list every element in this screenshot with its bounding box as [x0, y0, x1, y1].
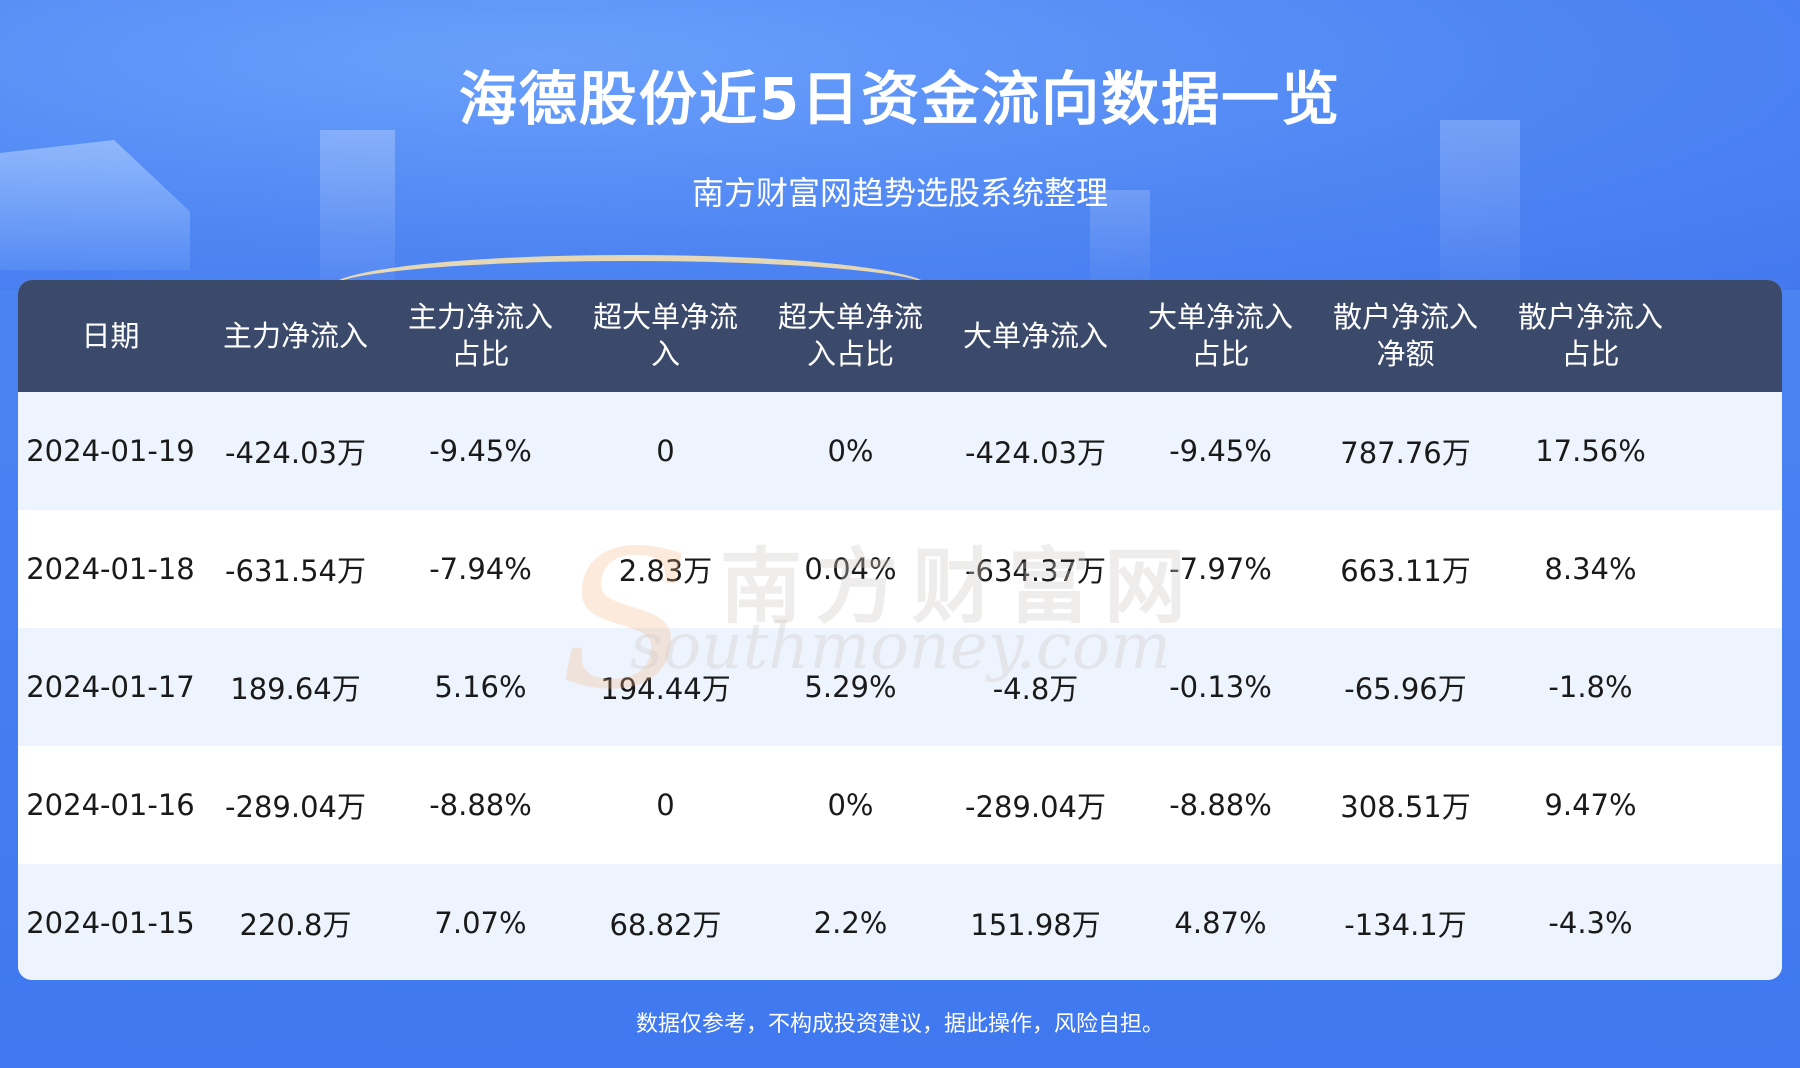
table-cell: 189.64万	[230, 672, 361, 706]
column-header-line: 大单净流入	[1147, 300, 1293, 334]
table-cell: 0%	[827, 434, 874, 468]
column-header: 散户净流入 占比	[1498, 299, 1683, 373]
column-header-line: 大单净流入	[962, 318, 1108, 353]
table-cell: 2024-01-16	[26, 788, 195, 822]
column-header: 大单净流入 占比	[1128, 299, 1313, 373]
table-cell: -289.04万	[225, 790, 366, 824]
decorative-arc	[330, 255, 930, 290]
column-header-line: 主力净流入	[222, 318, 368, 353]
table-cell: 0	[656, 788, 675, 822]
column-header-line: 占比	[451, 337, 510, 371]
page-subtitle: 南方财富网趋势选股系统整理	[691, 174, 1108, 212]
column-header-line: 占比	[1191, 337, 1250, 371]
table-cell: -7.94%	[429, 552, 532, 586]
table-cell: 2.83万	[618, 554, 713, 588]
table-cell: 308.51万	[1340, 790, 1471, 824]
table-cell: -424.03万	[965, 436, 1106, 470]
decorative-panel	[1090, 190, 1150, 290]
column-header-line: 净额	[1376, 337, 1435, 371]
disclaimer: 数据仅参考，不构成投资建议，据此操作，风险自担。	[635, 1012, 1164, 1037]
table-cell: 7.07%	[434, 906, 527, 940]
table-cell: 151.98万	[970, 908, 1101, 942]
table-cell: 5.16%	[434, 670, 527, 704]
table-cell: -1.8%	[1548, 670, 1633, 704]
table-cell: 17.56%	[1535, 434, 1646, 468]
decorative-panel	[1440, 120, 1520, 290]
table-body: 2024-01-19 -424.03万 -9.45% 0 0% -424.03万 -9.45…	[18, 392, 1782, 980]
table-cell: 2024-01-18	[26, 552, 195, 586]
table-row: 2024-01-15 220.8万 7.07% 68.82万 2.2% 151.98万 4.…	[18, 864, 1782, 980]
table-row: 2024-01-17 189.64万 5.16% 194.44万 5.29% -4.8万 -…	[18, 628, 1782, 746]
column-header: 超大单净流 入占比	[758, 299, 943, 373]
column-header-line: 入	[650, 337, 680, 371]
column-header-line: 主力净流入	[407, 300, 553, 334]
table-cell: -9.45%	[1169, 434, 1272, 468]
table-header-row: 日期 主力净流入 主力净流入 占比 超大单净流入超大单净流 入占比 大单净流入 大单净流入 占比…	[18, 280, 1782, 392]
column-header: 大单净流入	[943, 318, 1128, 355]
table-cell: 5.29%	[804, 670, 897, 704]
column-header-line: 日期	[81, 318, 140, 353]
table-cell: -8.88%	[429, 788, 532, 822]
table-cell: -4.3%	[1548, 906, 1633, 940]
table-cell: -0.13%	[1169, 670, 1272, 704]
table-cell: 9.47%	[1544, 788, 1637, 822]
table-cell: 0	[656, 434, 675, 468]
column-header-line: 超大单净流	[592, 300, 738, 334]
table-cell: -289.04万	[965, 790, 1106, 824]
table-cell: 663.11万	[1340, 554, 1471, 588]
table-cell: -65.96万	[1344, 672, 1467, 706]
table-cell: 2024-01-19	[26, 434, 195, 468]
table-cell: 2024-01-15	[26, 906, 195, 940]
table-cell: 68.82万	[609, 908, 722, 942]
column-header: 超大单净流入	[573, 299, 758, 373]
table-cell: 4.87%	[1174, 906, 1267, 940]
table-cell: 2.2%	[813, 906, 888, 940]
column-header-line: 散户净流入	[1332, 300, 1478, 334]
page-title: 海德股份近5日资金流向数据一览	[458, 65, 1342, 133]
column-header-line: 散户净流入	[1517, 300, 1663, 334]
column-header: 主力净流入 占比	[388, 299, 573, 373]
table-cell: 787.76万	[1340, 436, 1471, 470]
table-cell: 194.44万	[600, 672, 731, 706]
column-header: 日期	[18, 318, 203, 355]
table-cell: -4.8万	[992, 672, 1079, 706]
table-cell: -634.37万	[965, 554, 1106, 588]
table-cell: 8.34%	[1544, 552, 1637, 586]
data-table-card: 日期 主力净流入 主力净流入 占比 超大单净流入超大单净流 入占比 大单净流入 大单净流入 占比…	[18, 280, 1782, 980]
table-row: 2024-01-19 -424.03万 -9.45% 0 0% -424.03万 -9.45…	[18, 392, 1782, 510]
table-cell: -631.54万	[225, 554, 366, 588]
decorative-panel	[320, 130, 395, 290]
table-cell: 2024-01-17	[26, 670, 195, 704]
column-header: 主力净流入	[203, 318, 388, 355]
column-header-line: 超大单净流	[777, 300, 923, 334]
table-cell: -7.97%	[1169, 552, 1272, 586]
column-header-line: 占比	[1561, 337, 1620, 371]
table-cell: 0.04%	[804, 552, 897, 586]
table-cell: -9.45%	[429, 434, 532, 468]
table-cell: 220.8万	[239, 908, 352, 942]
table-row: 2024-01-18 -631.54万 -7.94% 2.83万 0.04% -634.3…	[18, 510, 1782, 628]
column-header-line: 入占比	[806, 337, 894, 371]
table-cell: -134.1万	[1344, 908, 1467, 942]
table-cell: -8.88%	[1169, 788, 1272, 822]
table-cell: 0%	[827, 788, 874, 822]
column-header: 散户净流入 净额	[1313, 299, 1498, 373]
table-row: 2024-01-16 -289.04万 -8.88% 0 0% -289.04万 -8.88…	[18, 746, 1782, 864]
table-cell: -424.03万	[225, 436, 366, 470]
header-background	[0, 0, 1800, 290]
